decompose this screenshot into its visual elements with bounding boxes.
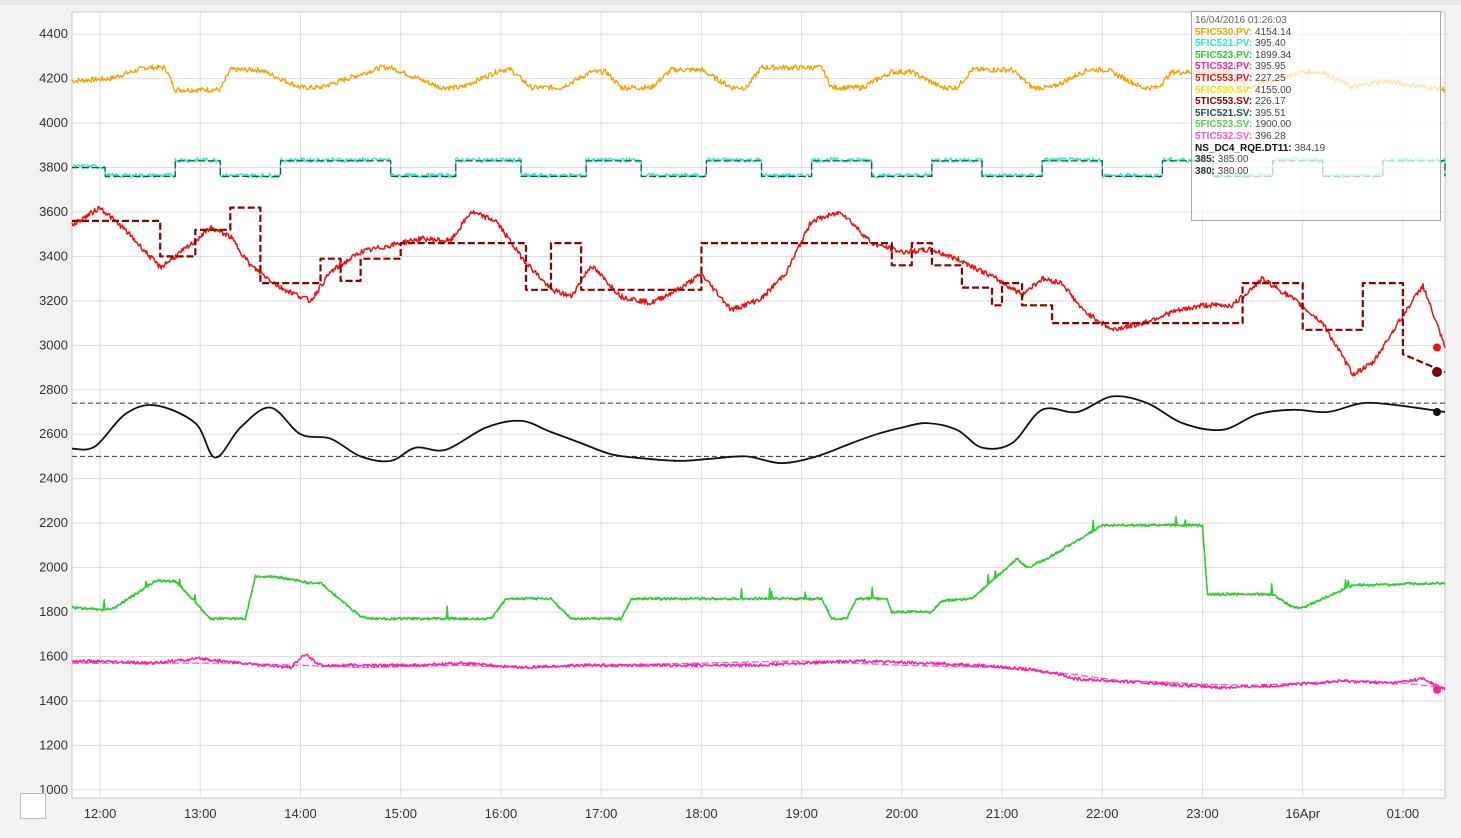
legend-entry-name: 5TIC532.SV: [1195, 130, 1253, 142]
x-tick-label: 16:00 [485, 806, 518, 821]
y-tick-label: 3600 [39, 204, 68, 219]
legend-entry-name: 5TIC532.PV: [1195, 61, 1253, 73]
y-tick-label: 2600 [39, 426, 68, 441]
x-tick-label: 12:00 [84, 806, 117, 821]
legend[interactable]: 16/04/2016 01:26:03 5FIC530.PV: 4154.14 5… [1191, 11, 1441, 221]
legend-entries: 5FIC530.PV: 4154.14 5FIC521.PV: 395.40 5FI… [1195, 27, 1437, 178]
legend-entry-value: 396.28 [1252, 130, 1286, 142]
legend-entry-value: 4154.14 [1252, 26, 1292, 38]
legend-entry-name: 5FIC521.SV: [1195, 107, 1253, 119]
top-toolbar-strip [0, 0, 1461, 5]
legend-entry[interactable]: 385: 385.00 [1195, 154, 1437, 166]
legend-entry[interactable]: 5TIC553.PV: 227.25 [1195, 73, 1437, 85]
legend-entry-value: 227.25 [1252, 72, 1286, 84]
y-tick-label: 4000 [39, 115, 68, 130]
legend-entry[interactable]: 5FIC530.SV: 4155.00 [1195, 85, 1437, 97]
legend-entry-value: 226.17 [1252, 96, 1286, 108]
legend-entry[interactable]: 5FIC523.PV: 1899.34 [1195, 50, 1437, 62]
legend-entry-value: 4155.00 [1252, 84, 1292, 96]
x-tick-label: 15:00 [384, 806, 417, 821]
y-tick-label: 1200 [39, 737, 68, 752]
legend-entry-value: 1900.00 [1252, 119, 1292, 131]
series-end-marker-tic532-pv [1433, 685, 1441, 694]
x-tick-label: 18:00 [685, 806, 718, 821]
grid [72, 12, 1445, 798]
legend-entry-name: 5FIC523.PV: [1195, 49, 1253, 61]
x-tick-label: 22:00 [1086, 806, 1119, 821]
legend-entry-name: 5FIC523.SV: [1195, 119, 1253, 131]
legend-entry[interactable]: 5FIC530.PV: 4154.14 [1195, 27, 1437, 39]
y-tick-label: 3000 [39, 337, 68, 352]
series-end-marker-tic553-sv [1432, 367, 1442, 377]
y-tick-label: 4400 [39, 26, 68, 41]
y-tick-label: 3200 [39, 293, 68, 308]
legend-entry-name: 5TIC553.SV: [1195, 96, 1253, 108]
y-tick-label: 2800 [39, 382, 68, 397]
x-tick-label: 21:00 [986, 806, 1019, 821]
x-tick-label: 19:00 [785, 806, 818, 821]
legend-entry-name: NS_DC4_RQE.DT11: [1195, 142, 1292, 154]
legend-entry[interactable]: 5TIC532.SV: 396.28 [1195, 131, 1437, 143]
x-tick-label: 23:00 [1186, 806, 1219, 821]
legend-entry[interactable]: 5FIC521.SV: 395.51 [1195, 108, 1437, 120]
legend-entry-value: 395.40 [1252, 38, 1286, 50]
series-line-tic532-sv[interactable] [72, 660, 1446, 689]
series-line-fic523-pv[interactable] [71, 516, 1446, 621]
legend-entry-name: 5FIC530.SV: [1195, 84, 1253, 96]
legend-entry[interactable]: 5TIC553.SV: 226.17 [1195, 96, 1437, 108]
y-tick-label: 1000 [39, 782, 68, 797]
series-line-tic553-pv[interactable] [71, 205, 1446, 377]
legend-entry[interactable]: NS_DC4_RQE.DT11: 384.19 [1195, 143, 1437, 155]
series-end-marker-tic553-pv [1433, 343, 1441, 352]
legend-entry-value: 384.19 [1291, 142, 1326, 154]
legend-entry[interactable]: 5TIC532.PV: 395.95 [1195, 61, 1437, 73]
series-layer [71, 64, 1446, 694]
y-tick-label: 2400 [39, 471, 68, 486]
legend-entry-name: 380: [1195, 165, 1216, 177]
legend-entry-name: 5TIC553.PV: [1195, 72, 1253, 84]
legend-entry-name: 5FIC530.PV: [1195, 26, 1253, 38]
legend-entry-value: 380.00 [1215, 165, 1249, 177]
y-tick-label: 1400 [39, 693, 68, 708]
series-end-marker-dt11 [1433, 408, 1441, 416]
y-tick-label: 1800 [39, 604, 68, 619]
y-tick-label: 4200 [39, 71, 68, 86]
legend-entry-value: 395.95 [1252, 61, 1286, 73]
legend-entry-name: 5FIC521.PV: [1195, 38, 1253, 50]
legend-entry-value: 385.00 [1215, 154, 1249, 166]
y-tick-label: 3800 [39, 160, 68, 175]
legend-entry-value: 395.51 [1252, 107, 1286, 119]
series-line-dt11[interactable] [71, 395, 1446, 464]
x-tick-label: 16Apr [1285, 806, 1320, 821]
x-tick-label: 01:00 [1387, 806, 1420, 821]
x-tick-label: 20:00 [886, 806, 919, 821]
legend-entry-value: 1899.34 [1252, 49, 1292, 61]
legend-entry[interactable]: 5FIC523.SV: 1900.00 [1195, 119, 1437, 131]
series-line-tic553-sv[interactable] [72, 206, 1446, 374]
legend-entry-name: 385: [1195, 154, 1216, 166]
legend-entry[interactable]: 380: 380.00 [1195, 166, 1437, 178]
zoom-reset-button[interactable] [20, 793, 46, 819]
x-tick-label: 13:00 [184, 806, 217, 821]
y-tick-label: 2200 [39, 515, 68, 530]
legend-entry[interactable]: 5FIC521.PV: 395.40 [1195, 38, 1437, 50]
y-tick-label: 3400 [39, 248, 68, 263]
axis-labels: 1000 1200 1400 1600 1800 2000 2200 2400 2600 2800… [39, 26, 1419, 821]
x-tick-label: 14:00 [284, 806, 317, 821]
series-line-tic532-pv[interactable] [71, 653, 1446, 691]
y-tick-label: 1600 [39, 648, 68, 663]
y-tick-label: 2000 [39, 560, 68, 575]
x-tick-label: 17:00 [585, 806, 618, 821]
legend-timestamp: 16/04/2016 01:26:03 [1195, 15, 1287, 26]
